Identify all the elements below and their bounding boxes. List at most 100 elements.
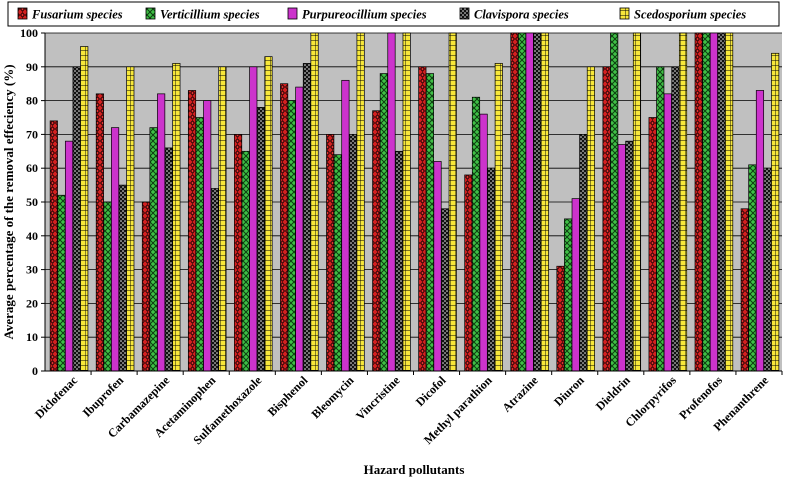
legend-swatch-clavispora-species [459,7,470,20]
bar-purpureocillium-species-ibuprofen [111,127,120,372]
y-tick-label-30: 30 [26,263,38,277]
bar-clavispora-species-diuron [579,134,588,372]
x-tick-label-atrazine: Atrazine [499,373,541,415]
bar-clavispora-species-carbamazepine [164,147,173,372]
bar-verticillium-species-dieldrin [610,32,619,372]
bar-fusarium-species-sulfamethoxazole [234,134,243,372]
bar-verticillium-species-acetaminophen [195,117,204,372]
bar-purpureocillium-species-acetaminophen [203,100,212,372]
bar-purpureocillium-species-chlorpyrifos [663,93,672,372]
bar-scedosporium-species-dieldrin [632,32,642,372]
bar-scedosporium-species-dicofol [448,32,457,372]
legend-swatch-purpureocillium-species [287,7,298,20]
bar-scedosporium-species-chlorpyrifos [678,32,688,372]
bar-purpureocillium-species-phenanthrene [755,90,765,372]
bar-clavispora-species-methyl-parathion [487,167,496,372]
y-tick-label-90: 90 [26,60,38,74]
bar-verticillium-species-bisphenol [287,100,296,372]
x-axis-title: Hazard pollutants [364,462,465,477]
x-tick-label-bisphenol: Bisphenol [265,373,311,419]
bar-scedosporium-species-phenanthrene [771,52,780,372]
bar-clavispora-species-dicofol [441,208,450,372]
bar-verticillium-species-methyl-parathion [471,96,481,372]
bar-verticillium-species-diuron [564,218,573,372]
legend-swatch-scedosporium-species [619,7,630,20]
bar-purpureocillium-species-carbamazepine [157,93,166,372]
bar-clavispora-species-diclofenac [72,66,81,372]
bar-verticillium-species-profenofos [702,32,711,372]
bar-fusarium-species-dicofol [418,66,427,372]
legend-label-fusarium-species: Fusarium species [31,8,123,22]
bar-scedosporium-species-carbamazepine [172,63,181,372]
bar-scedosporium-species-bleomycin [356,32,365,372]
legend-label-purpureocillium-species: Purpureocillium species [302,8,427,22]
y-tick-label-70: 70 [26,127,38,141]
y-tick-label-60: 60 [26,161,38,175]
x-tick-label-diuron: Diuron [551,373,587,409]
bar-verticillium-species-diclofenac [57,194,66,372]
bar-verticillium-species-bleomycin [333,154,342,372]
x-tick-label-vincristine: Vincristine [353,373,403,423]
bars [49,32,780,372]
bar-purpureocillium-species-diclofenac [64,140,74,372]
bar-fusarium-species-atrazine [510,32,519,372]
bar-fusarium-species-diclofenac [49,120,58,372]
bar-purpureocillium-species-dieldrin [617,144,626,372]
bar-verticillium-species-atrazine [518,32,527,372]
bar-clavispora-species-profenofos [717,32,726,372]
bar-verticillium-species-carbamazepine [149,127,158,372]
bar-verticillium-species-ibuprofen [103,201,112,372]
bar-scedosporium-species-sulfamethoxazole [264,56,273,372]
legend: Fusarium species Verticillium species Purp… [7,1,780,27]
y-tick-label-40: 40 [26,229,38,243]
y-tick-label-10: 10 [26,330,38,344]
legend-label-scedosporium-species: Scedosporium species [634,8,746,22]
bar-scedosporium-species-methyl-parathion [494,63,503,372]
bar-scedosporium-species-atrazine [540,32,549,372]
bar-verticillium-species-chlorpyrifos [656,66,665,372]
bar-purpureocillium-species-bisphenol [295,86,304,372]
bar-clavispora-species-acetaminophen [210,188,219,372]
bar-fusarium-species-carbamazepine [141,201,151,372]
y-axis-title: Average percentage of the removal effeci… [1,64,16,339]
legend-items: Fusarium species Verticillium species Purp… [17,7,746,22]
bar-scedosporium-species-bisphenol [310,32,319,372]
y-tick-label-20: 20 [26,296,38,310]
bar-purpureocillium-species-diuron [571,198,580,372]
bar-fusarium-species-bleomycin [326,134,335,372]
legend-label-verticillium-species: Verticillium species [160,8,260,22]
bar-clavispora-species-phenanthrene [763,167,772,372]
legend-swatch-verticillium-species [145,7,156,20]
bar-purpureocillium-species-bleomycin [341,79,350,372]
x-tick-label-bleomycin: Bleomycin [308,373,356,421]
bar-purpureocillium-species-dicofol [433,161,442,372]
y-ticks: 0 10 20 30 40 50 60 70 80 90 100 [20,26,45,378]
legend-swatch-fusarium-species [17,7,28,20]
bar-fusarium-species-bisphenol [280,83,289,372]
x-ticks: Diclofenac IbuprofenCarbamazepineAcetamin… [32,371,783,447]
bar-purpureocillium-species-profenofos [709,32,718,372]
bar-fusarium-species-chlorpyrifos [648,117,657,372]
bar-verticillium-species-dicofol [425,73,434,372]
bar-fusarium-species-dieldrin [602,66,611,372]
bar-verticillium-species-phenanthrene [748,164,757,372]
bar-fusarium-species-acetaminophen [187,90,197,372]
bar-scedosporium-species-acetaminophen [218,66,227,372]
bar-verticillium-species-sulfamethoxazole [241,150,250,372]
bar-clavispora-species-chlorpyrifos [671,66,680,372]
bar-fusarium-species-phenanthrene [740,208,749,372]
bar-scedosporium-species-profenofos [725,32,734,372]
bar-clavispora-species-atrazine [533,32,542,372]
legend-label-clavispora-species: Clavispora species [474,8,569,22]
bar-scedosporium-species-vincristine [402,32,411,372]
x-tick-label-diclofenac: Diclofenac [32,373,81,422]
x-tick-label-ibuprofen: Ibuprofen [80,373,127,420]
bar-scedosporium-species-ibuprofen [126,66,135,372]
bar-scedosporium-species-diclofenac [80,46,89,372]
bar-clavispora-species-ibuprofen [118,184,127,372]
bar-clavispora-species-bisphenol [302,63,311,372]
bar-purpureocillium-species-methyl-parathion [479,113,488,372]
y-tick-label-80: 80 [26,94,38,108]
x-tick-label-dicofol: Dicofol [413,373,449,409]
